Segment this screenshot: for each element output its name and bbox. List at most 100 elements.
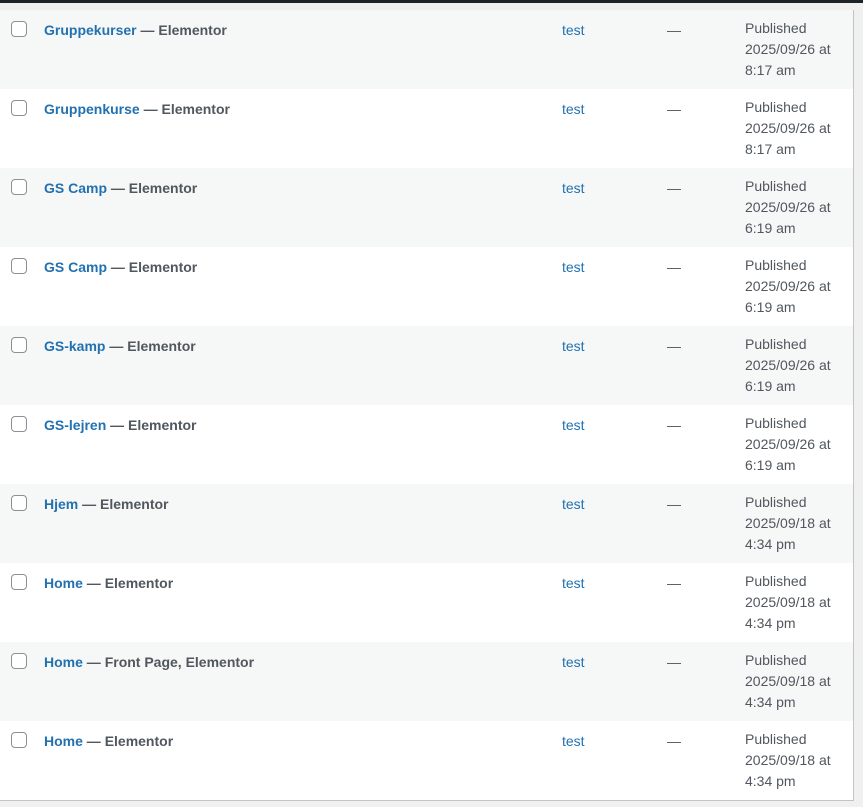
post-states: Elementor (158, 22, 227, 38)
row-checkbox[interactable] (11, 179, 27, 195)
table-row: GS-lejren — Elementor test — Published 20… (0, 405, 853, 484)
date-text: 2025/09/18 at (745, 594, 831, 610)
table-row: Hjem — Elementor test — Published 2025/09… (0, 484, 853, 563)
row-checkbox[interactable] (11, 21, 27, 37)
date-text: 2025/09/26 at (745, 278, 831, 294)
comments-cell: — (667, 733, 681, 749)
title-cell: GS Camp — Elementor (44, 178, 197, 199)
post-states: Elementor (128, 180, 198, 196)
row-checkbox[interactable] (11, 337, 27, 353)
post-states: Front Page, Elementor (104, 654, 255, 670)
date-text: 2025/09/26 at (745, 120, 831, 136)
title-cell: Home — Front Page, Elementor (44, 652, 254, 673)
date-text: 2025/09/18 at (745, 752, 831, 768)
title-cell: Hjem — Elementor (44, 494, 168, 515)
author-link[interactable]: test (562, 575, 585, 591)
comments-cell: — (667, 654, 681, 670)
page-title-link[interactable]: Home (44, 575, 83, 591)
author-link[interactable]: test (562, 417, 585, 433)
title-cell: Home — Elementor (44, 573, 173, 594)
row-checkbox[interactable] (11, 495, 27, 511)
page-title-link[interactable]: Home (44, 654, 83, 670)
date-cell: Published 2025/09/18 at 4:34 pm (745, 571, 845, 634)
title-cell: GS-lejren — Elementor (44, 415, 197, 436)
date-cell: Published 2025/09/18 at 4:34 pm (745, 729, 845, 792)
title-separator: — (107, 180, 129, 196)
date-text: 2025/09/26 at (745, 199, 831, 215)
status-text: Published (745, 178, 807, 194)
author-link[interactable]: test (562, 259, 585, 275)
status-text: Published (745, 20, 807, 36)
row-checkbox[interactable] (11, 258, 27, 274)
page-title-link[interactable]: Gruppenkurse (44, 101, 140, 117)
title-separator: — (82, 654, 105, 670)
page-title-link[interactable]: Gruppekurser (44, 22, 137, 38)
page-title-link[interactable]: GS Camp (44, 180, 108, 196)
page-title-link[interactable]: GS-lejren (44, 417, 107, 433)
time-text: 4:34 pm (745, 773, 796, 789)
author-link[interactable]: test (562, 180, 585, 196)
table-row: Home — Elementor test — Published 2025/09… (0, 563, 853, 642)
author-link[interactable]: test (562, 338, 585, 354)
comments-cell: — (667, 496, 681, 512)
title-separator: — (106, 417, 129, 433)
post-states: Elementor (128, 417, 197, 433)
title-cell: GS Camp — Elementor (44, 257, 197, 278)
time-text: 6:19 am (745, 457, 796, 473)
row-checkbox[interactable] (11, 732, 27, 748)
status-text: Published (745, 415, 807, 431)
table-row: GS Camp — Elementor test — Published 2025… (0, 247, 853, 326)
post-states: Elementor (104, 733, 174, 749)
row-checkbox[interactable] (11, 574, 27, 590)
comments-cell: — (667, 180, 681, 196)
comments-cell: — (667, 101, 681, 117)
post-states: Elementor (100, 496, 169, 512)
pages-table: Gruppekurser — Elementor test — Publishe… (0, 10, 854, 801)
comments-cell: — (667, 575, 681, 591)
date-cell: Published 2025/09/18 at 4:34 pm (745, 492, 845, 555)
admin-top-bar (0, 0, 863, 3)
row-checkbox[interactable] (11, 100, 27, 116)
author-link[interactable]: test (562, 22, 585, 38)
author-link[interactable]: test (562, 496, 585, 512)
date-cell: Published 2025/09/26 at 8:17 am (745, 97, 845, 160)
status-text: Published (745, 99, 807, 115)
status-text: Published (745, 652, 807, 668)
time-text: 6:19 am (745, 220, 796, 236)
author-link[interactable]: test (562, 101, 585, 117)
date-text: 2025/09/26 at (745, 436, 831, 452)
title-separator: — (82, 733, 105, 749)
date-cell: Published 2025/09/26 at 6:19 am (745, 176, 845, 239)
date-text: 2025/09/18 at (745, 673, 831, 689)
page-title-link[interactable]: GS Camp (44, 259, 108, 275)
page-title-link[interactable]: Home (44, 733, 83, 749)
row-checkbox[interactable] (11, 416, 27, 432)
date-cell: Published 2025/09/26 at 8:17 am (745, 18, 845, 81)
page-title-link[interactable]: Hjem (44, 496, 79, 512)
comments-cell: — (667, 22, 681, 38)
date-text: 2025/09/26 at (745, 357, 831, 373)
time-text: 4:34 pm (745, 694, 796, 710)
date-cell: Published 2025/09/18 at 4:34 pm (745, 650, 845, 713)
title-separator: — (107, 259, 129, 275)
status-text: Published (745, 494, 807, 510)
time-text: 4:34 pm (745, 536, 796, 552)
time-text: 8:17 am (745, 62, 796, 78)
time-text: 6:19 am (745, 378, 796, 394)
title-cell: Home — Elementor (44, 731, 173, 752)
post-states: Elementor (104, 575, 174, 591)
status-text: Published (745, 336, 807, 352)
title-separator: — (78, 496, 101, 512)
comments-cell: — (667, 259, 681, 275)
author-link[interactable]: test (562, 654, 585, 670)
date-cell: Published 2025/09/26 at 6:19 am (745, 413, 845, 476)
time-text: 6:19 am (745, 299, 796, 315)
row-checkbox[interactable] (11, 653, 27, 669)
page-title-link[interactable]: GS-kamp (44, 338, 106, 354)
table-row: Gruppenkurse — Elementor test — Publishe… (0, 89, 853, 168)
author-link[interactable]: test (562, 733, 585, 749)
title-separator: — (82, 575, 105, 591)
date-cell: Published 2025/09/26 at 6:19 am (745, 255, 845, 318)
comments-cell: — (667, 417, 681, 433)
title-cell: Gruppenkurse — Elementor (44, 99, 230, 120)
